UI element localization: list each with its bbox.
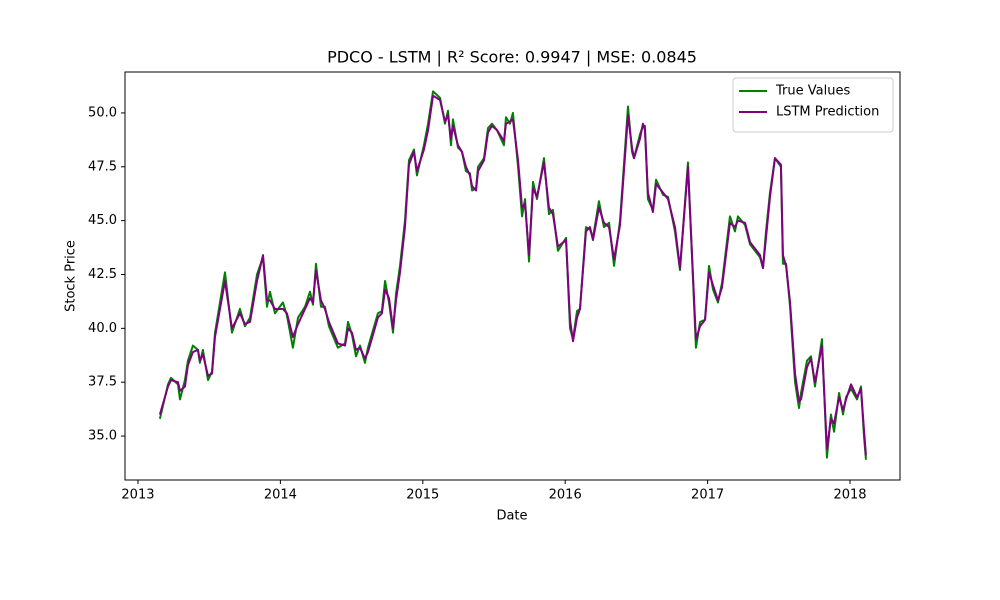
- x-tick-label: 2017: [691, 488, 724, 503]
- x-tick-label: 2018: [833, 488, 866, 503]
- y-tick-label: 47.5: [88, 159, 117, 174]
- y-tick-label: 42.5: [88, 267, 117, 282]
- legend-label: LSTM Prediction: [776, 105, 879, 120]
- x-tick-label: 2015: [406, 488, 439, 503]
- legend: True Values LSTM Prediction: [732, 77, 894, 133]
- legend-label: True Values: [775, 84, 850, 99]
- plot-frame: [124, 71, 901, 481]
- x-tick-label: 2016: [549, 488, 582, 503]
- x-tick-label: 2014: [264, 488, 297, 503]
- x-tick-label: 2013: [121, 488, 154, 503]
- line-series: [158, 94, 867, 456]
- y-axis-label: Stock Price: [64, 240, 79, 312]
- x-axis-label: Date: [496, 509, 527, 524]
- y-tick-label: 37.5: [88, 375, 117, 390]
- legend-box: [732, 77, 894, 133]
- y-tick-label: 50.0: [88, 105, 117, 120]
- y-tick-label: 35.0: [88, 429, 117, 444]
- y-tick-label: 45.0: [88, 213, 117, 228]
- y-tick-label: 40.0: [88, 321, 117, 336]
- chart-title: PDCO - LSTM | R² Score: 0.9947 | MSE: 0.…: [327, 48, 697, 67]
